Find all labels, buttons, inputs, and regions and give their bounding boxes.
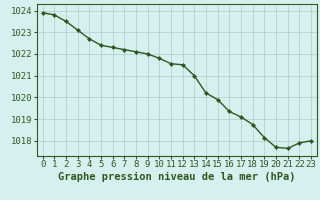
X-axis label: Graphe pression niveau de la mer (hPa): Graphe pression niveau de la mer (hPa) [58,172,296,182]
